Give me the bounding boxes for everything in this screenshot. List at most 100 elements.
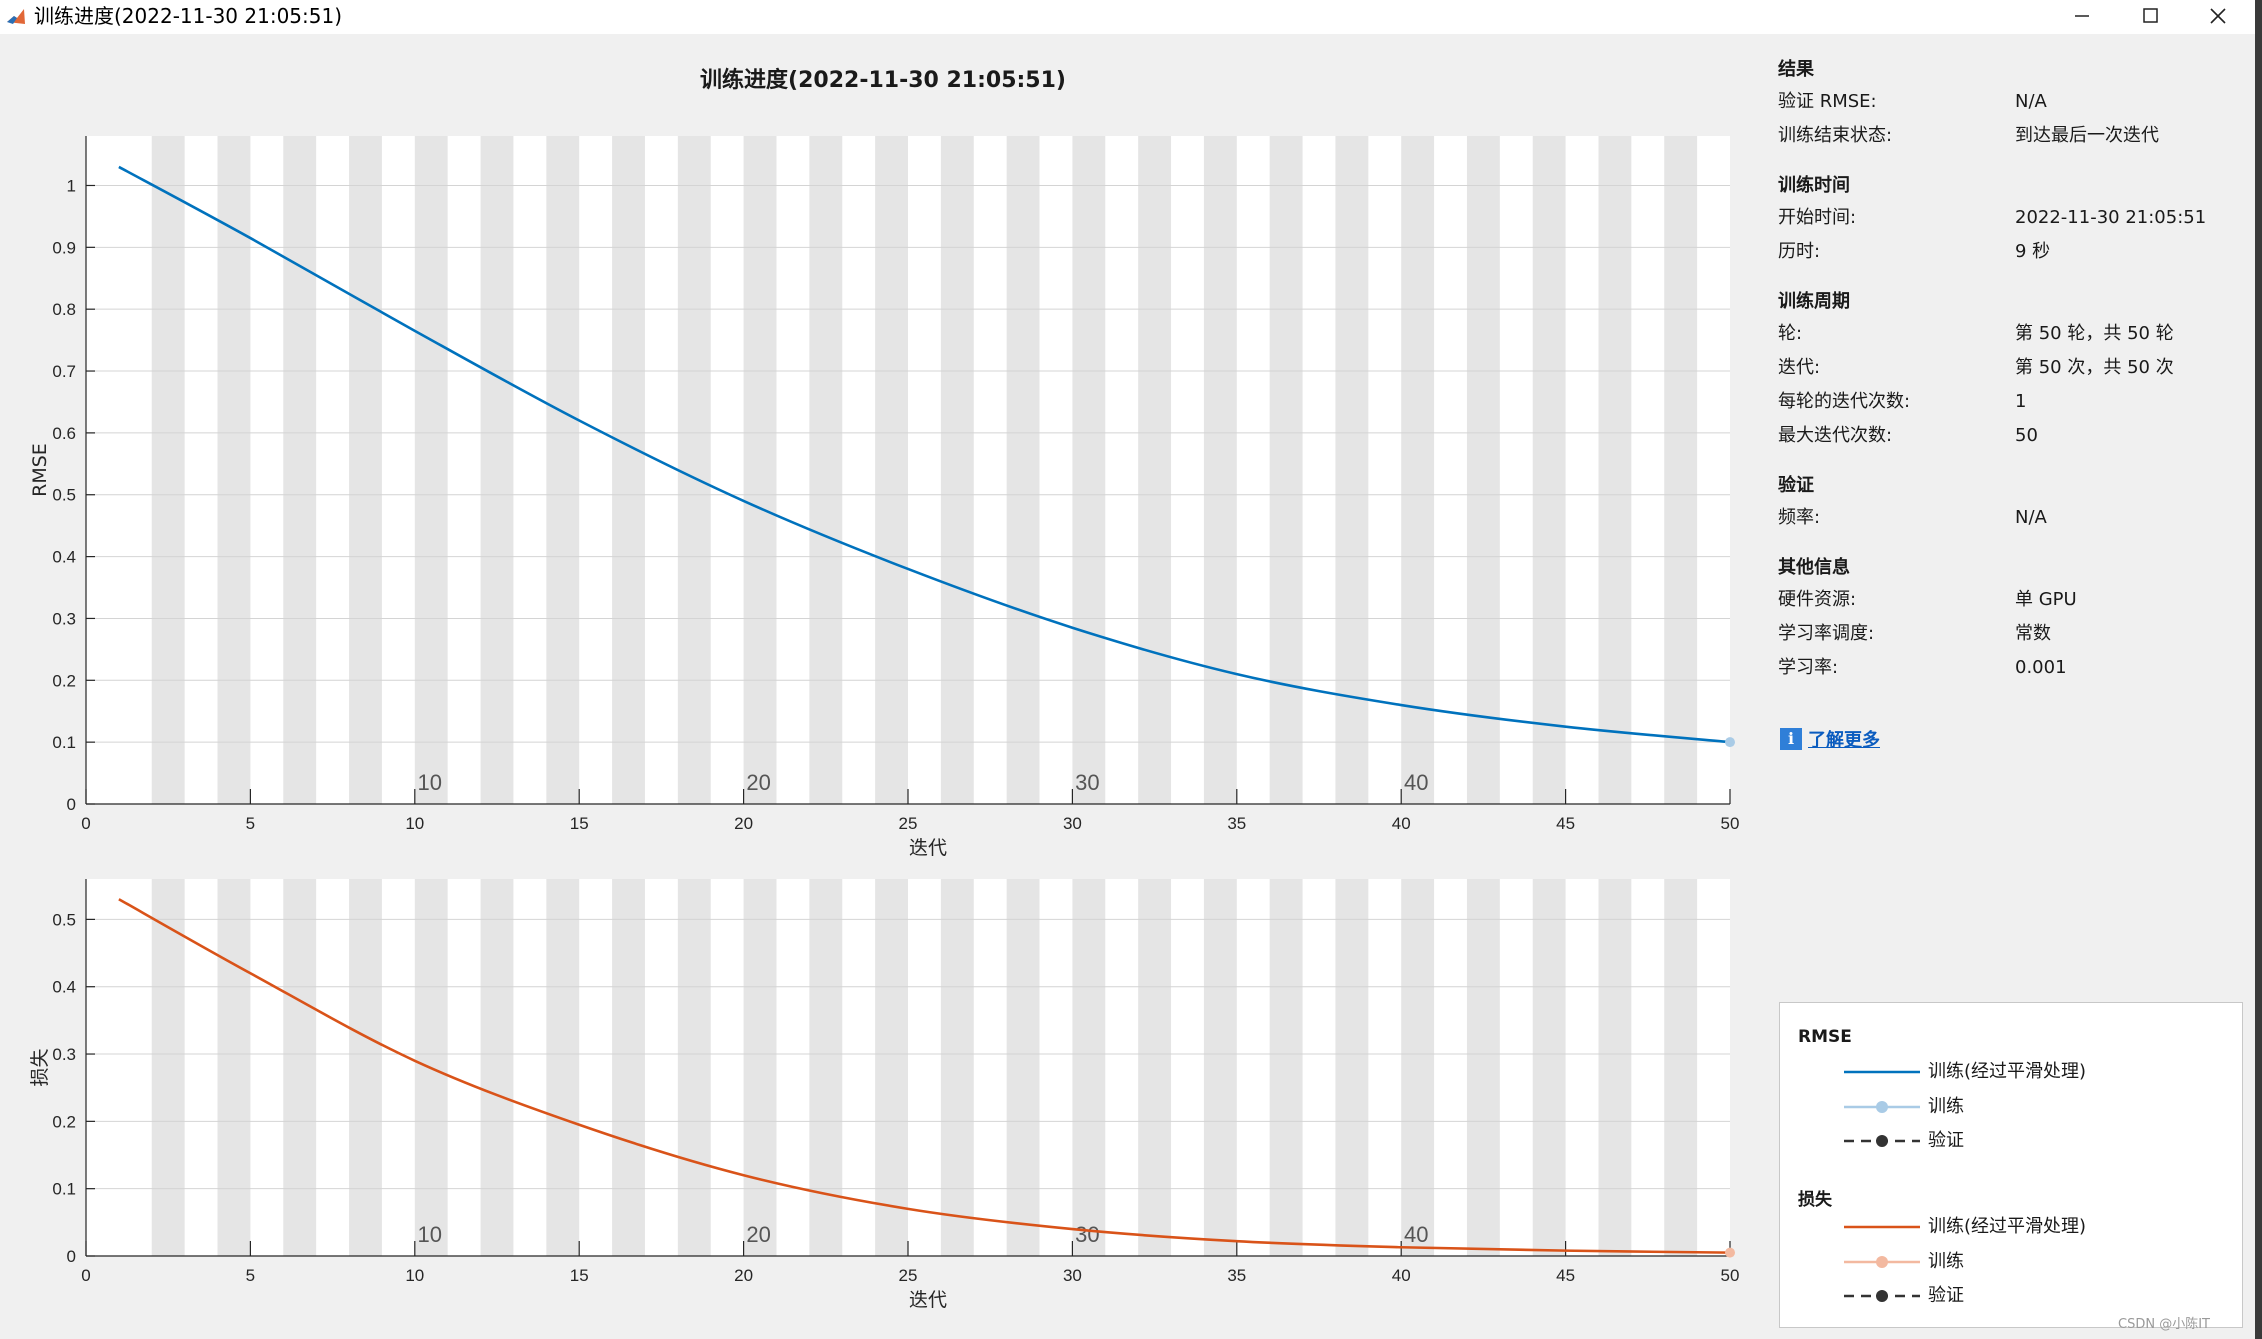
loss-epoch-band: [1466, 879, 1500, 1256]
rmse-epoch-band: [151, 136, 185, 804]
info-label: 开始时间:: [1778, 207, 1857, 228]
maximize-button[interactable]: [2116, 0, 2184, 34]
loss-series-end-marker: [1725, 1247, 1735, 1258]
legend-dashed-marker-icon: [1844, 1135, 1920, 1147]
info-row: 最大迭代次数: 50: [1778, 424, 2218, 458]
legend-label: 验证: [1928, 1130, 1964, 1151]
loss-epoch-band: [1203, 879, 1237, 1256]
loss-x-tick-label: 20: [734, 1266, 753, 1285]
rmse-epoch-label: 20: [746, 770, 770, 795]
info-row: 学习率: 0.001: [1778, 656, 2218, 690]
info-label: 验证 RMSE:: [1778, 91, 1877, 112]
rmse-epoch-band: [875, 136, 908, 804]
loss-y-axis-label: 损失: [29, 1048, 51, 1086]
window-title: 训练进度(2022-11-30 21:05:51): [34, 4, 343, 28]
info-label: 学习率调度:: [1778, 623, 1875, 644]
close-button[interactable]: [2184, 0, 2252, 34]
rmse-x-tick-label: 35: [1227, 814, 1246, 833]
legend-title-rmse: RMSE: [1798, 1027, 1852, 1047]
info-row: 训练结束状态: 到达最后一次迭代: [1778, 124, 2218, 158]
rmse-series-line: [118, 165, 1731, 744]
loss-epoch-band: [217, 879, 251, 1256]
window-edge: [2255, 0, 2262, 1339]
rmse-epoch-band: [612, 136, 645, 804]
rmse-epoch-band: [1006, 136, 1040, 804]
rmse-x-axis-label: 迭代: [909, 837, 947, 859]
legend-label: 验证: [1928, 1285, 1964, 1306]
info-label: 历时:: [1778, 241, 1821, 262]
rmse-y-tick-label: 0.2: [52, 671, 76, 690]
loss-x-tick-label: 40: [1392, 1266, 1411, 1285]
rmse-epoch-band: [349, 136, 382, 804]
rmse-x-tick-label: 15: [570, 814, 589, 833]
learn-more-link-container[interactable]: i 了解更多: [1780, 726, 1880, 752]
legend-item-rmse-validation: 验证: [1842, 1129, 2232, 1153]
section-heading-time: 训练时间: [1778, 175, 1850, 196]
chart-title: 训练进度(2022-11-30 21:05:51): [700, 68, 1066, 93]
info-label: 每轮的迭代次数:: [1778, 391, 1911, 412]
legend-label: 训练: [1928, 1096, 1964, 1117]
legend-label: 训练: [1928, 1251, 1964, 1272]
rmse-epoch-band: [677, 136, 711, 804]
legend-label: 训练(经过平滑处理): [1928, 1061, 2087, 1082]
matlab-icon: [5, 6, 27, 28]
loss-epoch-label: 30: [1075, 1222, 1099, 1247]
info-label: 硬件资源:: [1778, 589, 1857, 610]
info-row: 迭代: 第 50 次，共 50 次: [1778, 356, 2218, 390]
section-heading-cycle: 训练周期: [1778, 291, 1850, 312]
loss-x-tick-label: 25: [899, 1266, 918, 1285]
maximize-icon: [2143, 8, 2158, 23]
info-value: 2022-11-30 21:05:51: [2015, 207, 2207, 228]
rmse-x-tick-label: 40: [1392, 814, 1411, 833]
learn-more-link[interactable]: 了解更多: [1808, 730, 1880, 751]
loss-y-tick-label: 0.1: [52, 1180, 76, 1199]
legend-item-loss-train: 训练: [1842, 1250, 2232, 1274]
title-bar: 训练进度(2022-11-30 21:05:51): [0, 0, 2262, 34]
minimize-button[interactable]: [2048, 0, 2116, 34]
info-label: 最大迭代次数:: [1778, 425, 1893, 446]
info-row: 历时: 9 秒: [1778, 240, 2218, 274]
loss-epoch-band: [743, 879, 777, 1256]
close-icon: [2210, 8, 2226, 24]
rmse-epoch-band: [546, 136, 580, 804]
legend-line-icon: [1844, 1225, 1920, 1229]
info-label: 轮:: [1778, 323, 1803, 344]
loss-x-tick-label: 15: [570, 1266, 589, 1285]
rmse-epoch-band: [1269, 136, 1303, 804]
loss-epoch-label: 10: [418, 1222, 442, 1247]
rmse-x-tick-label: 0: [81, 814, 90, 833]
info-value: N/A: [2015, 91, 2047, 112]
legend-dashed-marker-icon: [1844, 1290, 1920, 1302]
minimize-icon: [2075, 15, 2089, 17]
info-value: 1: [2015, 391, 2027, 412]
loss-epoch-band: [1664, 879, 1698, 1256]
rmse-epoch-band: [480, 136, 514, 804]
rmse-epoch-band: [743, 136, 777, 804]
loss-epoch-band: [349, 879, 382, 1256]
loss-x-tick-label: 50: [1721, 1266, 1740, 1285]
loss-epoch-band: [1335, 879, 1369, 1256]
rmse-epoch-label: 40: [1404, 770, 1428, 795]
loss-epoch-band: [480, 879, 514, 1256]
loss-epoch-label: 20: [746, 1222, 770, 1247]
legend-marker-line-icon: [1844, 1256, 1920, 1268]
info-value: 9 秒: [2015, 241, 2051, 262]
loss-epoch-band: [1401, 879, 1435, 1256]
info-value: 第 50 轮，共 50 轮: [2015, 323, 2174, 344]
rmse-y-tick-label: 0.8: [52, 300, 76, 319]
legend-item-rmse-smoothed: 训练(经过平滑处理): [1842, 1060, 2232, 1084]
info-panel: 结果 验证 RMSE: N/A 训练结束状态: 到达最后一次迭代 训练时间 开始时间…: [1778, 58, 2218, 690]
loss-epoch-band: [546, 879, 580, 1256]
rmse-epoch-label: 10: [418, 770, 442, 795]
watermark: CSDN @小陈IT: [2118, 1317, 2210, 1332]
legend-item-loss-validation: 验证: [1842, 1284, 2232, 1308]
info-row: 开始时间: 2022-11-30 21:05:51: [1778, 206, 2218, 240]
loss-epoch-band: [283, 879, 317, 1256]
loss-x-tick-label: 35: [1227, 1266, 1246, 1285]
rmse-series-end-marker: [1725, 737, 1735, 748]
loss-epoch-band: [1269, 879, 1303, 1256]
loss-epoch-band: [151, 879, 185, 1256]
legend-marker-line-icon: [1844, 1101, 1920, 1113]
section-heading-results: 结果: [1778, 59, 1814, 80]
rmse-epoch-band: [1138, 136, 1172, 804]
